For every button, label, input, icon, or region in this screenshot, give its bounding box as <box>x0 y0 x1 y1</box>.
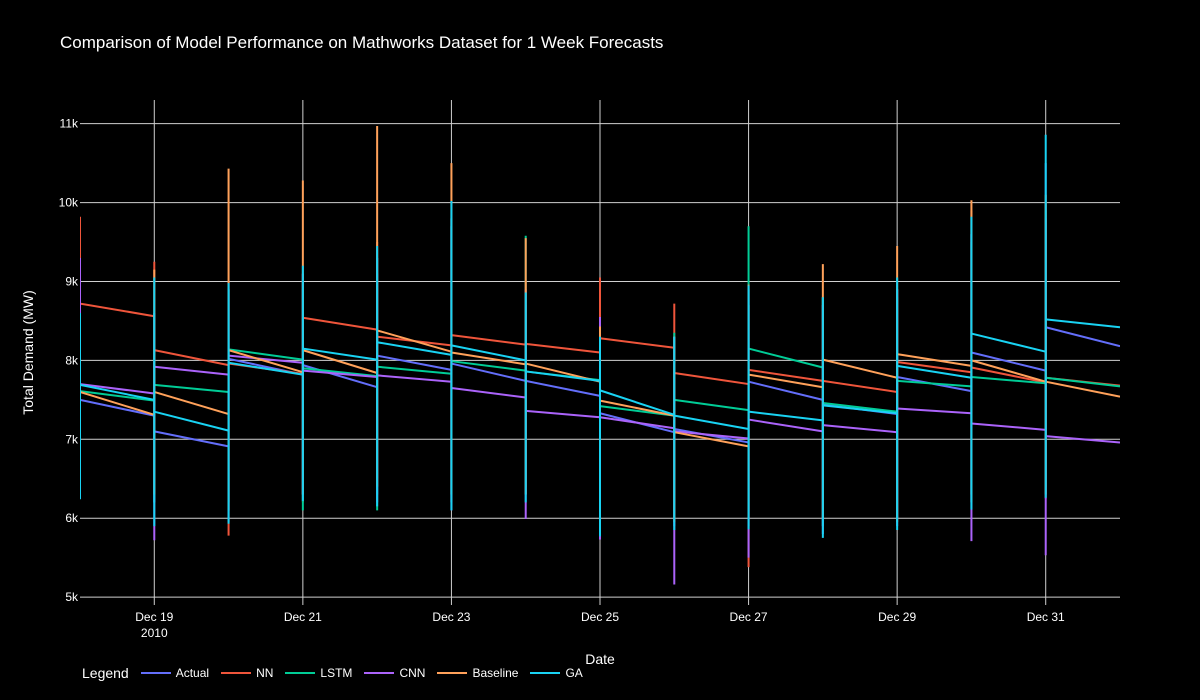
x-tick-label: Dec 29 <box>878 610 916 624</box>
legend-swatch <box>530 672 561 674</box>
y-tick-label: 8k <box>65 353 79 367</box>
y-tick-label: 7k <box>65 432 79 446</box>
legend-label: Actual <box>175 666 210 680</box>
legend-item-cnn[interactable]: CNN <box>364 666 425 680</box>
legend-title: Legend <box>82 665 129 681</box>
legend-items: Actual NN LSTM CNN Baseline GA <box>140 666 595 680</box>
axis-labels: 5k 6k 7k 8k 9k 10k 11k Dec 19 2010 Dec 21 Dec 23 De… <box>20 117 1065 667</box>
legend-swatch <box>221 672 252 674</box>
legend-item-ga[interactable]: GA <box>530 666 583 680</box>
legend-item-nn[interactable]: NN <box>221 666 273 680</box>
legend-label: GA <box>565 666 583 680</box>
x-tick-sublabel: 2010 <box>141 626 168 640</box>
x-tick-label: Dec 21 <box>284 610 322 624</box>
legend-label: LSTM <box>320 666 353 680</box>
series-lines <box>80 126 1120 585</box>
y-tick-label: 6k <box>65 511 79 525</box>
y-tick-label: 10k <box>59 196 79 210</box>
y-tick-label: 11k <box>60 117 79 131</box>
x-tick-label: Dec 31 <box>1027 610 1065 624</box>
chart-title: Comparison of Model Performance on Mathw… <box>60 33 664 52</box>
legend-swatch <box>140 672 171 674</box>
x-tick-label: Dec 25 <box>581 610 619 624</box>
legend-label: NN <box>256 666 274 680</box>
legend-swatch <box>437 672 468 674</box>
y-axis-title: Total Demand (MW) <box>20 290 36 414</box>
x-tick-label: Dec 23 <box>432 610 470 624</box>
y-tick-label: 5k <box>65 590 79 604</box>
legend-swatch <box>285 672 316 674</box>
series-ga-line <box>80 134 1120 538</box>
legend-item-baseline[interactable]: Baseline <box>437 666 518 680</box>
legend-item-lstm[interactable]: LSTM <box>285 666 352 680</box>
x-tick-label: Dec 19 <box>135 610 173 624</box>
legend-label: Baseline <box>472 666 519 680</box>
legend-label: CNN <box>399 666 426 680</box>
x-tick-label: Dec 27 <box>730 610 768 624</box>
legend-item-actual[interactable]: Actual <box>140 666 210 680</box>
legend-swatch <box>364 672 395 674</box>
legend: Legend Actual NN LSTM CNN Baseline GA <box>82 663 595 683</box>
y-tick-label: 9k <box>65 274 79 288</box>
series-ga-path <box>80 134 1120 538</box>
x-axis-title: Date <box>585 651 615 667</box>
